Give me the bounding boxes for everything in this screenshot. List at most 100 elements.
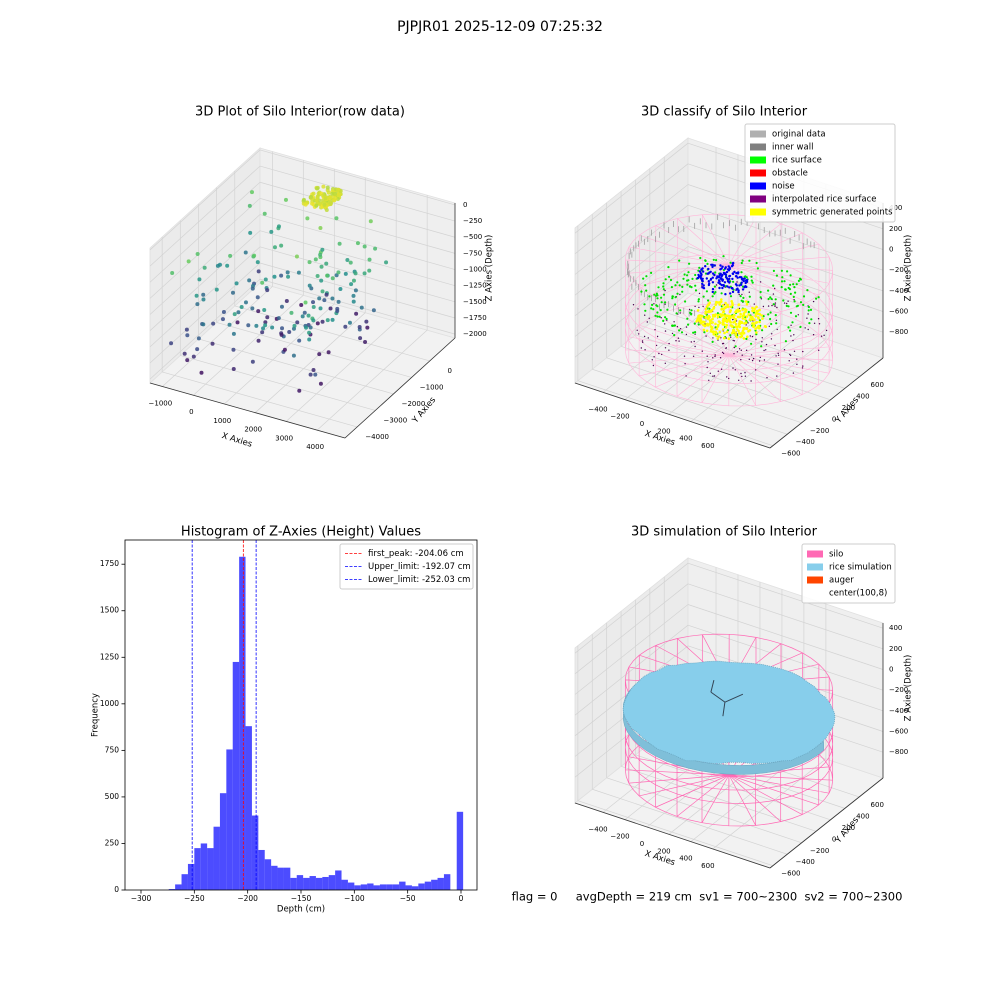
z-tick-label: −600 bbox=[889, 308, 908, 316]
classified-dot bbox=[710, 308, 714, 312]
point-cloud-dot bbox=[279, 304, 284, 309]
classified-dot bbox=[642, 277, 645, 280]
classified-dot bbox=[732, 280, 735, 283]
grid-line bbox=[687, 604, 884, 670]
point-cloud-dot bbox=[194, 293, 199, 298]
classified-dot bbox=[740, 283, 743, 286]
classified-dot bbox=[790, 335, 792, 337]
classified-dot bbox=[812, 300, 815, 303]
classified-dot bbox=[650, 271, 653, 274]
histogram-bar bbox=[283, 867, 291, 890]
classified-dot bbox=[640, 347, 642, 349]
classified-dot bbox=[724, 275, 728, 279]
classified-dot bbox=[714, 303, 717, 307]
grid-line bbox=[687, 624, 884, 691]
classified-dot bbox=[732, 367, 734, 369]
point-cloud-dot bbox=[292, 323, 297, 328]
classified-dot bbox=[727, 280, 730, 283]
classified-dot bbox=[751, 359, 754, 362]
classified-dot bbox=[654, 314, 657, 317]
grid-line bbox=[574, 184, 689, 275]
x-tick-label: 0 bbox=[640, 840, 644, 848]
histogram-bar bbox=[239, 556, 246, 890]
grid-line bbox=[149, 165, 261, 267]
point-cloud-dot bbox=[330, 317, 335, 322]
classified-dot bbox=[825, 329, 828, 332]
y-tick-label: −3000 bbox=[383, 416, 407, 424]
classified-dot bbox=[771, 304, 773, 307]
classified-dot bbox=[690, 341, 692, 343]
point-cloud-dot bbox=[235, 320, 240, 325]
classified-dot bbox=[748, 329, 752, 332]
grid-line bbox=[577, 380, 773, 447]
classified-dot bbox=[732, 316, 735, 320]
legend-label: interpolated rice surface bbox=[772, 195, 877, 205]
classified-dot bbox=[774, 304, 776, 306]
y-tick-label: 1500 bbox=[100, 606, 119, 615]
classified-dot bbox=[715, 327, 719, 331]
point-cloud-dot bbox=[295, 320, 300, 325]
point-cloud-dot bbox=[336, 299, 341, 304]
classified-dot bbox=[728, 320, 732, 323]
grid-line bbox=[592, 788, 788, 855]
z-tick-label: 400 bbox=[889, 624, 902, 632]
histogram-bar bbox=[181, 874, 188, 890]
classified-dot bbox=[664, 303, 666, 305]
classified-dot bbox=[741, 288, 745, 291]
grid-line bbox=[574, 604, 689, 695]
classified-dot bbox=[716, 275, 719, 278]
point-cloud-dot bbox=[353, 271, 358, 276]
classified-dot bbox=[772, 269, 776, 272]
grid-line bbox=[316, 329, 428, 431]
axis-line bbox=[344, 337, 456, 439]
classified-dot bbox=[636, 329, 638, 331]
classified-dot bbox=[744, 317, 747, 321]
classified-dot bbox=[713, 292, 716, 295]
classified-dot bbox=[792, 295, 795, 298]
classified-dot bbox=[759, 290, 762, 294]
point-cloud-dot bbox=[317, 352, 322, 357]
point-cloud-dot bbox=[320, 193, 325, 198]
classified-dot bbox=[721, 286, 724, 290]
classified-dot bbox=[786, 302, 788, 305]
y-tick-label: 600 bbox=[871, 381, 884, 389]
point-cloud-dot bbox=[326, 350, 331, 355]
point-cloud-dot bbox=[307, 337, 312, 342]
point-cloud-dot bbox=[311, 318, 316, 323]
classified-dot bbox=[737, 303, 740, 307]
classified-dot bbox=[745, 302, 749, 306]
classified-dot bbox=[686, 274, 689, 277]
classified-dot bbox=[743, 286, 746, 289]
classified-dot bbox=[741, 259, 744, 262]
histogram-bar bbox=[315, 877, 323, 890]
point-cloud-dot bbox=[308, 325, 313, 330]
classified-dot bbox=[763, 359, 766, 361]
classified-dot bbox=[686, 279, 689, 282]
classified-dot bbox=[730, 286, 733, 290]
classified-dot bbox=[748, 295, 751, 298]
point-cloud-dot bbox=[287, 330, 292, 335]
point-cloud-dot bbox=[182, 351, 187, 356]
classified-dot bbox=[742, 337, 746, 340]
histogram-bar bbox=[303, 877, 310, 890]
classified-dot bbox=[697, 298, 701, 301]
classified-dot bbox=[776, 375, 778, 377]
classified-dot bbox=[638, 333, 640, 335]
classified-dot bbox=[715, 334, 718, 338]
z-axis-label: Z Axies (Depth) bbox=[904, 655, 914, 722]
classified-dot bbox=[736, 351, 739, 353]
grid-line bbox=[602, 302, 717, 393]
y-tick-label: 200 bbox=[842, 824, 855, 832]
classified-dot bbox=[744, 300, 748, 303]
point-cloud-dot bbox=[211, 321, 216, 326]
classified-dot bbox=[705, 329, 709, 333]
point-cloud-dot bbox=[265, 315, 270, 320]
point-cloud-dot bbox=[270, 325, 275, 330]
classified-dot bbox=[725, 323, 729, 327]
classified-dot bbox=[775, 355, 777, 357]
histogram-bar bbox=[264, 859, 272, 890]
point-cloud-dot bbox=[311, 191, 316, 196]
legend-swatch bbox=[750, 169, 766, 177]
classified-dot bbox=[696, 309, 700, 312]
